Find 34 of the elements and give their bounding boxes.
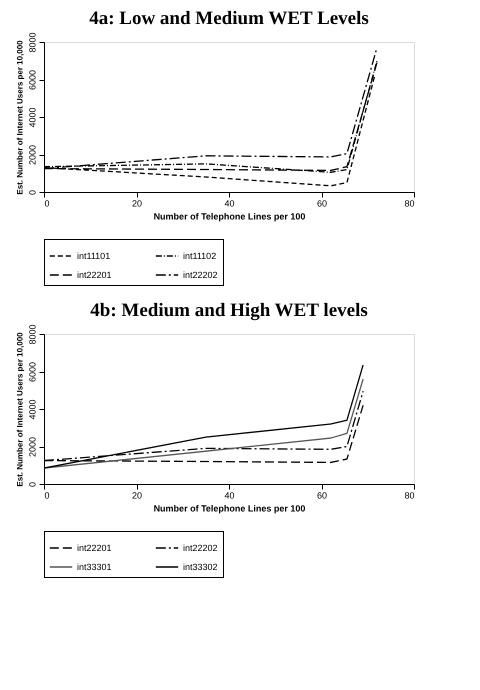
y-axis-title: Est. Number of Internet Users per 10,000 bbox=[16, 332, 24, 487]
y-tick-label: 0 bbox=[28, 482, 38, 488]
y-tick-label: 4000 bbox=[28, 399, 38, 420]
x-tick-label: 0 bbox=[44, 490, 50, 500]
legend-label: int11102 bbox=[183, 251, 216, 261]
x-tick-label: 20 bbox=[132, 198, 142, 208]
x-axis-title: Number of Telephone Lines per 100 bbox=[154, 504, 306, 514]
x-tick-label: 0 bbox=[44, 198, 50, 208]
chart-title: 4b: Medium and High WET levels bbox=[90, 300, 368, 321]
y-tick-label: 2000 bbox=[28, 144, 38, 166]
legend-label: int22201 bbox=[77, 543, 112, 553]
x-axis-title: Number of Telephone Lines per 100 bbox=[154, 212, 306, 222]
x-tick-label: 60 bbox=[316, 490, 328, 500]
x-tick-label: 40 bbox=[224, 198, 235, 208]
chart-title: 4a: Low and Medium WET Levels bbox=[89, 8, 369, 29]
legend-label: int33301 bbox=[77, 562, 112, 572]
y-tick-label: 8000 bbox=[28, 32, 38, 53]
x-tick-label: 80 bbox=[404, 490, 414, 500]
y-tick-label: 2000 bbox=[28, 436, 38, 458]
legend-label: int22202 bbox=[183, 270, 218, 280]
y-tick-label: 8000 bbox=[28, 324, 38, 345]
x-tick-label: 40 bbox=[224, 490, 235, 500]
x-tick-label: 80 bbox=[404, 198, 414, 208]
y-tick-label: 0 bbox=[28, 190, 38, 196]
legend-label: int33302 bbox=[183, 562, 218, 572]
x-tick-label: 60 bbox=[316, 198, 328, 208]
y-tick-label: 6000 bbox=[28, 362, 38, 382]
legend-label: int22201 bbox=[77, 270, 112, 280]
y-tick-label: 4000 bbox=[28, 107, 38, 128]
legend-label: int11101 bbox=[77, 251, 110, 261]
legend-label: int22202 bbox=[183, 543, 218, 553]
y-tick-label: 6000 bbox=[28, 70, 38, 90]
x-tick-label: 20 bbox=[132, 490, 142, 500]
y-axis-title: Est. Number of Internet Users per 10,000 bbox=[16, 40, 24, 195]
